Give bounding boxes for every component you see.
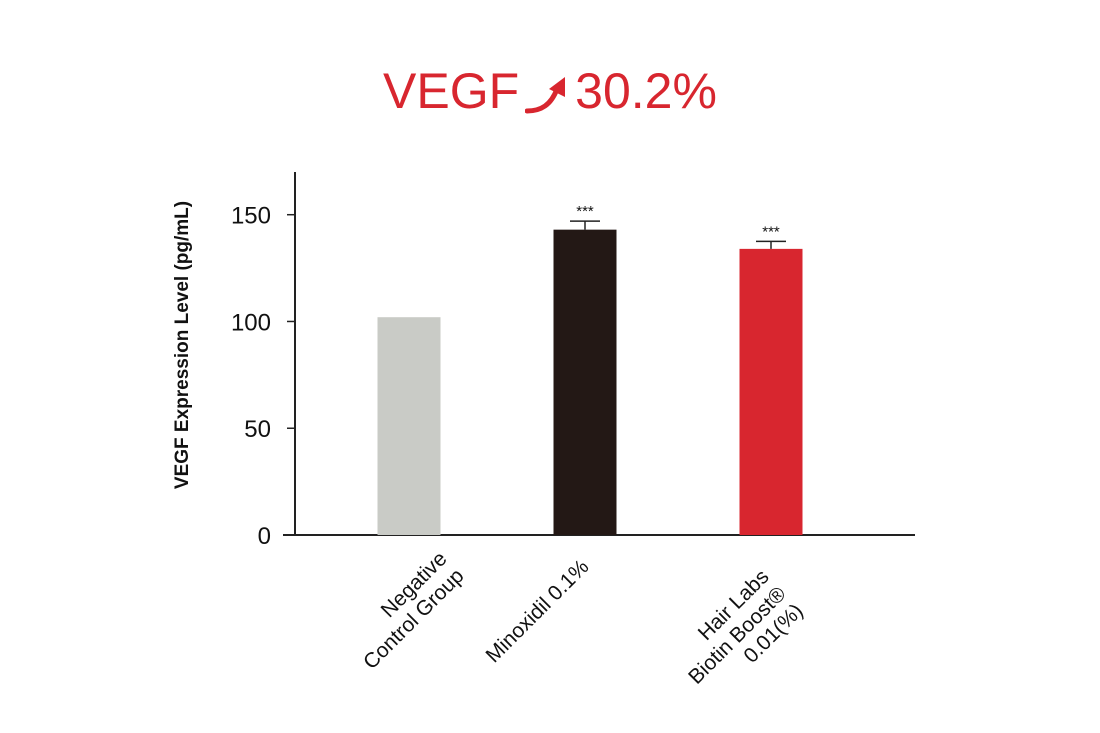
headline-prefix: VEGF — [383, 63, 520, 119]
significance-label: *** — [576, 203, 594, 220]
y-tick-label: 100 — [231, 309, 271, 336]
significance-label: *** — [762, 223, 780, 240]
headline-value: 30.2% — [575, 63, 717, 119]
bar — [553, 229, 617, 535]
bar — [377, 317, 441, 535]
x-category-label: Minoxidil 0.1% — [482, 555, 594, 667]
up-right-arrow-icon — [525, 75, 573, 115]
x-category-label: Hair LabsBiotin Boost®0.01(%) — [667, 565, 808, 706]
bar — [739, 248, 803, 535]
y-tick-label: 50 — [244, 416, 271, 443]
x-category-label: NegativeControl Group — [342, 547, 469, 674]
headline: VEGF 30.2% — [0, 62, 1100, 120]
y-tick-label: 150 — [231, 203, 271, 230]
y-axis-label: VEGF Expression Level (pg/mL) — [172, 201, 193, 489]
x-category-label-line: Minoxidil 0.1% — [482, 555, 594, 667]
y-tick-label: 0 — [258, 523, 271, 550]
